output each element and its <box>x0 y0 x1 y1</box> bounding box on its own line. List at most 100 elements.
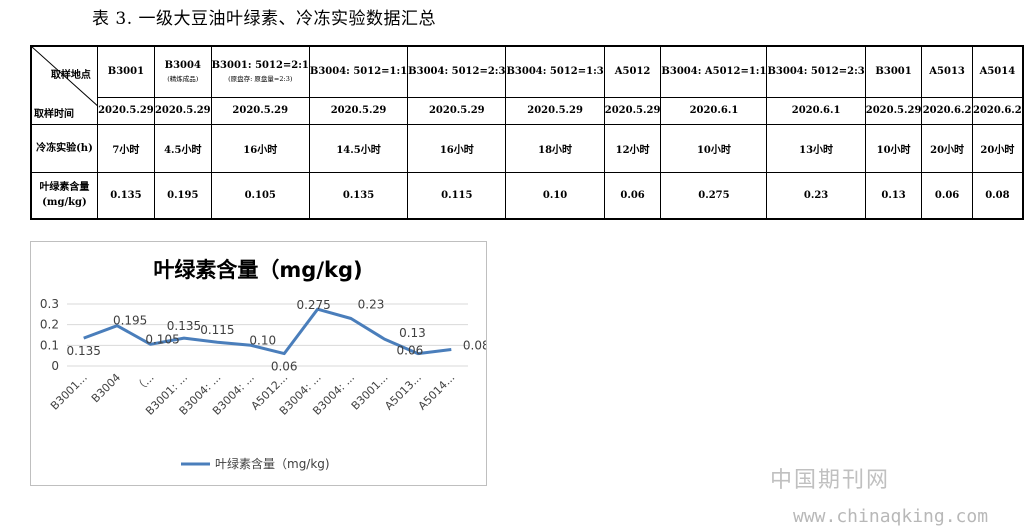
cell-site-6-text: A5012 <box>614 66 651 78</box>
cell-date-7: 2020.6.1 <box>660 96 768 125</box>
cell-date-5: 2020.5.29 <box>505 96 605 125</box>
cell-freeze-2: 16小时 <box>210 123 310 173</box>
y-tick-label: 0.2 <box>40 318 59 332</box>
cell-freeze-8: 13小时 <box>766 123 866 173</box>
cell-site-8: B3004: 5012=2:3 <box>766 45 866 98</box>
cell-freeze-9: 10小时 <box>864 123 923 173</box>
data-label: 0.115 <box>200 323 234 337</box>
corner-label-site: 取样地点 <box>50 70 91 81</box>
row-label-freeze: 冷冻实验(h) <box>30 123 98 173</box>
cell-freeze-3-text: 14.5小时 <box>336 144 381 156</box>
cell-date-0: 2020.5.29 <box>96 96 155 125</box>
x-tick-label: B3004 <box>89 371 123 405</box>
cell-site-1: B3004 (精炼成品) <box>153 45 212 98</box>
y-tick-label: 0.3 <box>40 297 59 311</box>
cell-site-3: B3004: 5012=1:1 <box>308 45 409 98</box>
cell-site-0: B3001 <box>96 45 155 98</box>
cell-site-9: B3001 <box>864 45 923 98</box>
cell-date-6: 2020.5.29 <box>603 96 662 125</box>
cell-chlorophyll-11-text: 0.08 <box>985 189 1010 201</box>
cell-chlorophyll-1: 0.195 <box>153 171 212 220</box>
cell-chlorophyll-4-text: 0.115 <box>441 189 473 201</box>
cell-chlorophyll-7: 0.275 <box>660 171 768 220</box>
cell-freeze-0: 7小时 <box>96 123 155 173</box>
row-label-chlorophyll-line2: (mg/kg) <box>42 197 87 209</box>
cell-chlorophyll-6-text: 0.06 <box>620 189 645 201</box>
table-row-date: 2020.5.29 2020.5.29 2020.5.29 2020.5.29 2020… <box>31 96 1024 125</box>
data-label: 0.06 <box>397 344 424 358</box>
cell-date-3-text: 2020.5.29 <box>330 105 387 116</box>
x-tick-label: （... <box>132 371 156 395</box>
cell-chlorophyll-6: 0.06 <box>603 171 662 220</box>
cell-site-10-text: A5013 <box>929 66 965 78</box>
cell-freeze-10: 20小时 <box>921 123 973 173</box>
cell-chlorophyll-2: 0.105 <box>210 171 310 220</box>
table-row-site: 取样地点 取样时间 B3001 B3004 (精炼成品) B3001: 5012=2:… <box>30 45 1024 125</box>
cell-date-2: 2020.5.29 <box>210 96 310 125</box>
series-line <box>83 307 452 356</box>
cell-site-8-text: B3004: 5012=2:3 <box>767 66 865 78</box>
table-corner-cell: 取样地点 取样时间 <box>30 45 98 125</box>
cell-chlorophyll-10-text: 0.06 <box>934 189 960 201</box>
y-tick-label: 0 <box>51 359 59 373</box>
cell-chlorophyll-8: 0.23 <box>766 171 866 220</box>
corner-diagonal <box>32 47 97 106</box>
data-label: 0.08 <box>463 338 486 352</box>
cell-site-7: B3004: A5012=1:1 <box>660 45 768 98</box>
cell-chlorophyll-9: 0.13 <box>864 171 923 220</box>
cell-freeze-4: 16小时 <box>407 123 507 173</box>
cell-chlorophyll-1-text: 0.195 <box>167 189 199 201</box>
cell-freeze-8-text: 13小时 <box>799 144 834 156</box>
cell-date-9: 2020.5.29 <box>864 96 923 125</box>
cell-site-5-text: B3004: 5012=1:3 <box>506 66 604 78</box>
table-caption: 表 3. 一级大豆油叶绿素、冷冻实验数据汇总 <box>92 9 437 29</box>
cell-date-5-text: 2020.5.29 <box>527 105 583 116</box>
cell-freeze-0-text: 7小时 <box>112 144 140 156</box>
cell-freeze-6: 12小时 <box>603 123 662 173</box>
chart-title: 叶绿素含量（mg/kg) <box>153 258 362 282</box>
cell-freeze-1: 4.5小时 <box>153 123 212 173</box>
cell-site-7-text: B3004: A5012=1:1 <box>661 66 767 78</box>
cell-site-4-text: B3004: 5012=2:3 <box>408 66 506 78</box>
cell-site-9-text: B3001 <box>875 66 912 78</box>
cell-freeze-7: 10小时 <box>660 123 768 173</box>
data-table: 取样地点 取样时间 B3001 B3004 (精炼成品) B3001: 5012=2:… <box>30 45 1024 220</box>
data-label: 0.275 <box>296 298 330 312</box>
y-tick-label: 0.1 <box>40 338 59 352</box>
cell-chlorophyll-4: 0.115 <box>407 171 507 220</box>
row-label-chlorophyll-line1: 叶绿素含量 <box>39 182 90 194</box>
cell-freeze-9-text: 10小时 <box>876 144 911 156</box>
cell-chlorophyll-11: 0.08 <box>971 171 1024 220</box>
cell-freeze-5: 18小时 <box>505 123 605 173</box>
cell-site-11-text: A5014 <box>979 66 1016 78</box>
cell-chlorophyll-9-text: 0.13 <box>881 189 906 201</box>
cell-date-1: 2020.5.29 <box>153 96 212 125</box>
cell-date-4-text: 2020.5.29 <box>428 105 485 116</box>
data-label: 0.23 <box>358 297 385 311</box>
cell-site-0-text: B3001 <box>107 66 145 78</box>
cell-chlorophyll-3: 0.135 <box>308 171 409 220</box>
cell-date-11: 2020.6.2 <box>971 96 1024 125</box>
cell-freeze-1-text: 4.5小时 <box>164 144 202 156</box>
cell-site-5: B3004: 5012=1:3 <box>505 45 605 98</box>
cell-date-2-text: 2020.5.29 <box>232 105 289 116</box>
x-tick-label: A5014... <box>416 371 458 413</box>
cell-freeze-6-text: 12小时 <box>615 144 650 156</box>
cell-site-10: A5013 <box>921 45 973 98</box>
cell-date-6-text: 2020.5.29 <box>604 105 661 116</box>
legend-label: 叶绿素含量（mg/kg) <box>215 456 330 471</box>
cell-site-2-text: B3001: 5012=2:1 <box>211 60 309 72</box>
table-row-chlorophyll: 叶绿素含量 (mg/kg) 0.135 0.195 0.105 0.135 0.115 0… <box>30 171 1024 220</box>
cell-date-8-text: 2020.6.1 <box>791 105 841 116</box>
cell-freeze-10-text: 20小时 <box>930 144 965 156</box>
data-label: 0.10 <box>249 333 276 347</box>
x-tick-label: B3001... <box>48 371 90 413</box>
cell-date-0-text: 2020.5.29 <box>98 105 154 116</box>
cell-freeze-11: 20小时 <box>971 123 1024 173</box>
cell-date-10: 2020.6.2 <box>921 96 973 125</box>
data-label: 0.105 <box>145 332 179 346</box>
watermark-url: www.chinaqking.com <box>793 506 989 527</box>
cell-chlorophyll-3-text: 0.135 <box>342 189 375 201</box>
data-label: 0.195 <box>113 314 147 328</box>
